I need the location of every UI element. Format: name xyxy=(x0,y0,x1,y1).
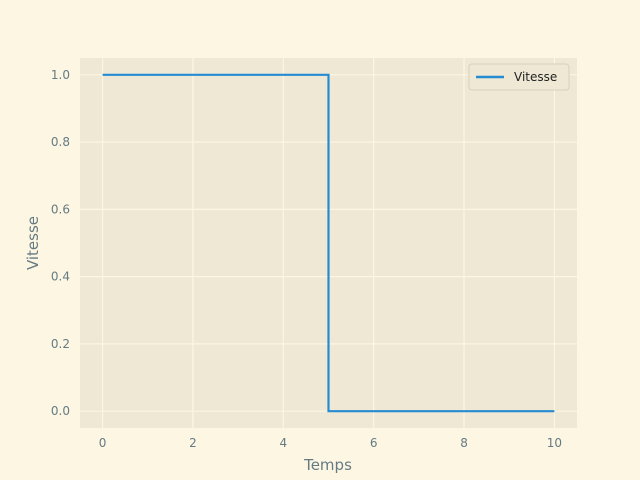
x-tick-label: 8 xyxy=(460,436,468,450)
series-line-0 xyxy=(102,73,555,413)
y-tick-label: 0.8 xyxy=(51,135,70,149)
x-axis-label: Temps xyxy=(303,456,352,474)
y-tick-label: 1.0 xyxy=(51,68,70,82)
y-tick-label: 0.0 xyxy=(51,404,70,418)
legend-label: Vitesse xyxy=(514,70,557,84)
x-tick-label: 2 xyxy=(189,436,197,450)
y-axis-label: Vitesse xyxy=(24,216,42,270)
ticks: 0 2 4 6 8 10 0.0 0.2 0.4 0.6 0.8 1.0 xyxy=(51,68,562,450)
series xyxy=(102,73,555,413)
y-tick-label: 0.4 xyxy=(51,270,70,284)
x-tick-label: 10 xyxy=(547,436,562,450)
y-tick-label: 0.6 xyxy=(51,202,70,216)
x-tick-label: 6 xyxy=(370,436,378,450)
x-tick-label: 0 xyxy=(99,436,107,450)
x-tick-label: 4 xyxy=(279,436,287,450)
y-tick-label: 0.2 xyxy=(51,337,70,351)
legend-box xyxy=(468,63,570,91)
legend: Vitesse xyxy=(468,63,570,91)
